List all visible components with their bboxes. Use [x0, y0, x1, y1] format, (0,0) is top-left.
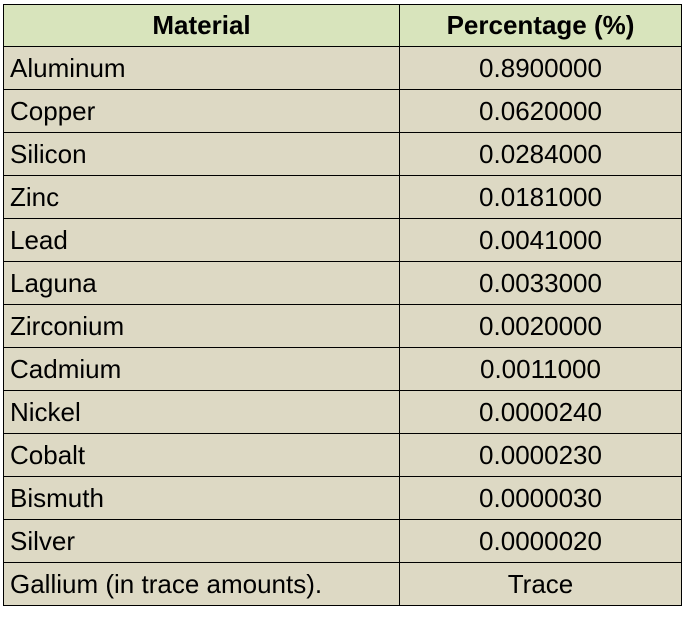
table-row: Lead 0.0041000 — [3, 218, 682, 262]
table-row: Cobalt 0.0000230 — [3, 433, 682, 477]
header-material: Material — [3, 4, 400, 47]
table-row: Zinc 0.0181000 — [3, 175, 682, 219]
material-cell: Nickel — [3, 390, 400, 434]
material-cell: Bismuth — [3, 476, 400, 520]
percentage-cell: 0.0181000 — [399, 175, 682, 219]
table-row: Bismuth 0.0000030 — [3, 476, 682, 520]
material-cell: Aluminum — [3, 46, 400, 90]
material-cell: Silicon — [3, 132, 400, 176]
percentage-cell: 0.0000240 — [399, 390, 682, 434]
material-cell: Lead — [3, 218, 400, 262]
material-cell: Cobalt — [3, 433, 400, 477]
percentage-cell: Trace — [399, 562, 682, 606]
table-row: Nickel 0.0000240 — [3, 390, 682, 434]
percentage-cell: 0.0000020 — [399, 519, 682, 563]
table-row: Silicon 0.0284000 — [3, 132, 682, 176]
material-cell: Copper — [3, 89, 400, 133]
table-row: Copper 0.0620000 — [3, 89, 682, 133]
material-cell: Laguna — [3, 261, 400, 305]
header-percentage: Percentage (%) — [399, 4, 682, 47]
material-cell: Gallium (in trace amounts). — [3, 562, 400, 606]
table-row: Silver 0.0000020 — [3, 519, 682, 563]
percentage-cell: 0.0033000 — [399, 261, 682, 305]
percentage-cell: 0.0000230 — [399, 433, 682, 477]
header-row: Material Percentage (%) — [3, 4, 682, 47]
table-row: Cadmium 0.0011000 — [3, 347, 682, 391]
materials-table: Material Percentage (%) Aluminum 0.890000… — [3, 4, 682, 606]
percentage-cell: 0.0620000 — [399, 89, 682, 133]
table-row: Aluminum 0.8900000 — [3, 46, 682, 90]
percentage-cell: 0.0041000 — [399, 218, 682, 262]
table-row: Gallium (in trace amounts). Trace — [3, 562, 682, 606]
material-cell: Zinc — [3, 175, 400, 219]
material-cell: Cadmium — [3, 347, 400, 391]
table-row: Laguna 0.0033000 — [3, 261, 682, 305]
percentage-cell: 0.0000030 — [399, 476, 682, 520]
percentage-cell: 0.0284000 — [399, 132, 682, 176]
table-row: Zirconium 0.0020000 — [3, 304, 682, 348]
material-cell: Silver — [3, 519, 400, 563]
material-cell: Zirconium — [3, 304, 400, 348]
percentage-cell: 0.0011000 — [399, 347, 682, 391]
percentage-cell: 0.8900000 — [399, 46, 682, 90]
percentage-cell: 0.0020000 — [399, 304, 682, 348]
